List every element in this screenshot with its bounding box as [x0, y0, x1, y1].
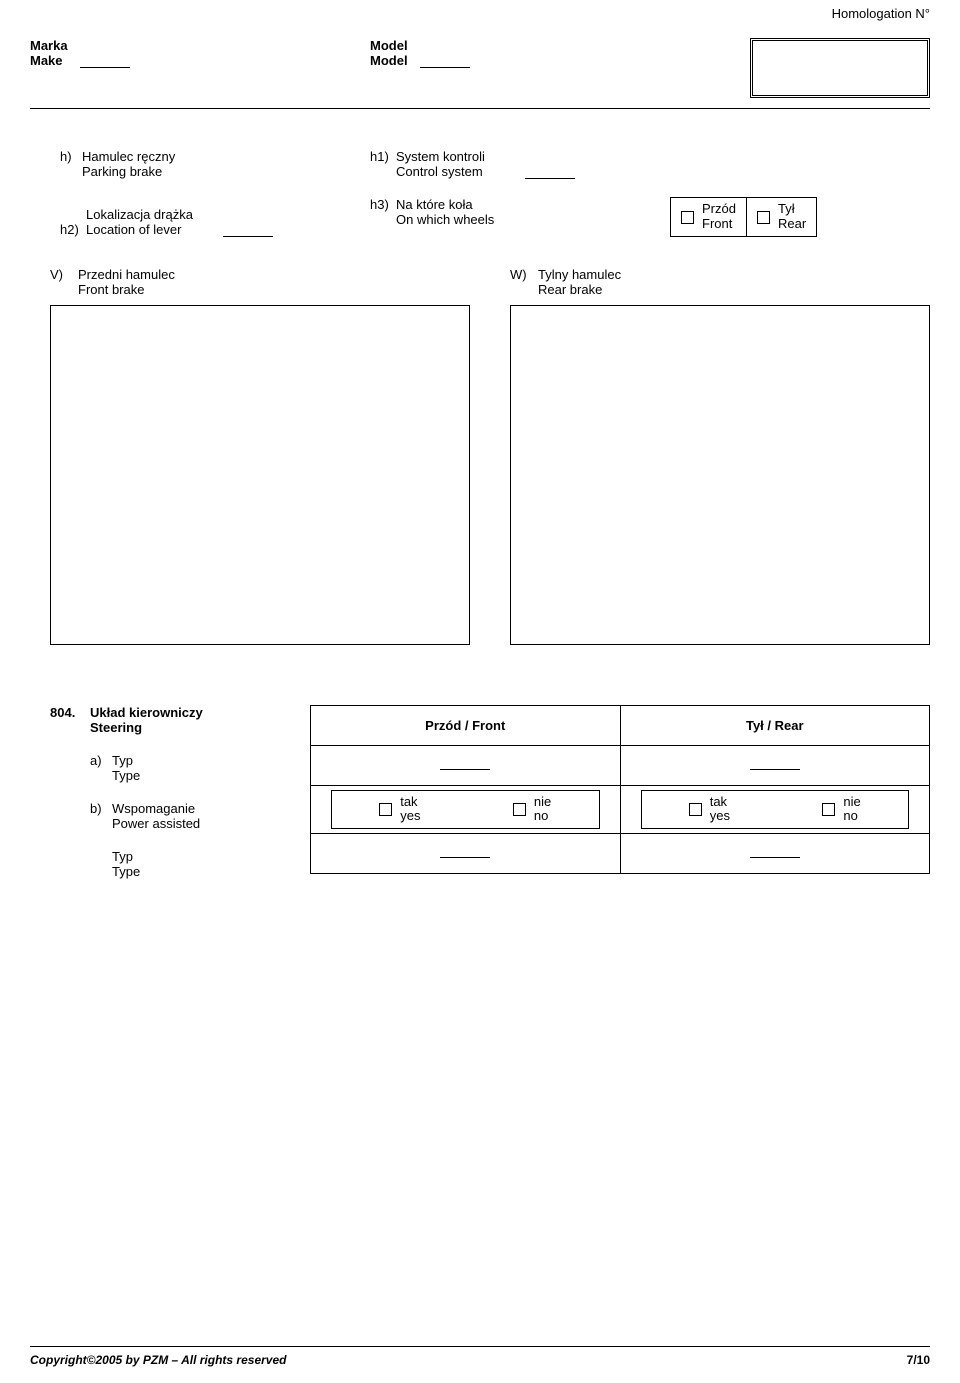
s804-b-en: Power assisted: [112, 816, 200, 831]
h3-front-option[interactable]: Przód Front: [670, 197, 747, 237]
s804-typ-pl: Typ: [112, 849, 140, 864]
s804-num: 804.: [50, 705, 90, 735]
make-label: Marka Make: [30, 38, 68, 68]
h3-label-en: On which wheels: [396, 212, 494, 227]
yes-pl: tak: [710, 795, 730, 809]
model-field[interactable]: [420, 56, 470, 68]
s804-a-tag: a): [90, 753, 112, 783]
v-label: Przedni hamulec Front brake: [78, 267, 175, 297]
s804-a-front-cell[interactable]: [311, 746, 621, 786]
s804-a-label: Typ Type: [112, 753, 140, 783]
s804-b-front-cell: takyes nieno: [311, 786, 621, 834]
h2-label: Lokalizacja drążka Location of lever: [86, 207, 193, 237]
checkbox-icon[interactable]: [513, 803, 526, 816]
no-en: no: [534, 809, 551, 823]
footer-pagenum: 7/10: [907, 1353, 930, 1367]
model-label: Model Model: [370, 38, 408, 68]
h1-label-pl: System kontroli: [396, 149, 485, 164]
s804-typ-tag: [90, 849, 112, 879]
s804-title: Układ kierowniczy Steering: [90, 705, 203, 735]
s804-title-pl: Układ kierowniczy: [90, 705, 203, 720]
no-en: no: [843, 809, 860, 823]
s804-b-tag: b): [90, 801, 112, 831]
s804-b-front-yes[interactable]: takyes: [379, 795, 420, 824]
v-label-pl: Przedni hamulec: [78, 267, 175, 282]
h2-field[interactable]: [223, 225, 273, 237]
make-field[interactable]: [80, 56, 130, 68]
h1-tag: h1): [370, 149, 396, 179]
h1-label: System kontroli Control system: [396, 149, 485, 179]
h3-label-pl: Na które koła: [396, 197, 494, 212]
s804-typ-front-cell[interactable]: [311, 833, 621, 873]
yes-en: yes: [400, 809, 420, 823]
homologation-label: Homologation N°: [832, 6, 930, 21]
make-label-pl: Marka: [30, 38, 68, 53]
w-label-pl: Tylny hamulec: [538, 267, 621, 282]
w-label: Tylny hamulec Rear brake: [538, 267, 621, 297]
s804-a-rear-cell[interactable]: [620, 746, 930, 786]
s804-a-pl: Typ: [112, 753, 140, 768]
h1-label-en: Control system: [396, 164, 485, 179]
front-brake-box[interactable]: [50, 305, 470, 645]
h2-label-pl: Lokalizacja drążka: [86, 207, 193, 222]
field-line[interactable]: [750, 760, 800, 770]
s804-a-en: Type: [112, 768, 140, 783]
make-label-en: Make: [30, 53, 68, 68]
w-label-en: Rear brake: [538, 282, 621, 297]
h-tag: h): [60, 149, 82, 179]
s804-front-header: Przód / Front: [311, 706, 621, 746]
h3-front-pl: Przód: [702, 202, 736, 217]
h1-field[interactable]: [525, 167, 575, 179]
field-line[interactable]: [440, 760, 490, 770]
checkbox-icon[interactable]: [379, 803, 392, 816]
s804-rear-header: Tył / Rear: [620, 706, 930, 746]
checkbox-icon[interactable]: [681, 211, 694, 224]
checkbox-icon[interactable]: [822, 803, 835, 816]
homologation-box[interactable]: [750, 38, 930, 98]
h3-front-en: Front: [702, 217, 736, 232]
w-tag: W): [510, 267, 538, 297]
s804-b-pl: Wspomaganie: [112, 801, 200, 816]
h3-tag: h3): [370, 197, 396, 237]
field-line[interactable]: [440, 848, 490, 858]
s804-b-label: Wspomaganie Power assisted: [112, 801, 200, 831]
h2-label-en: Location of lever: [86, 222, 193, 237]
s804-table: Przód / Front Tył / Rear takyes: [310, 705, 930, 874]
v-label-en: Front brake: [78, 282, 175, 297]
model-label-en: Model: [370, 53, 408, 68]
v-tag: V): [50, 267, 78, 297]
h2-tag: h2): [60, 222, 86, 237]
h-label-en: Parking brake: [82, 164, 175, 179]
checkbox-icon[interactable]: [689, 803, 702, 816]
checkbox-icon[interactable]: [757, 211, 770, 224]
model-label-pl: Model: [370, 38, 408, 53]
s804-typ-en: Type: [112, 864, 140, 879]
field-line[interactable]: [750, 848, 800, 858]
s804-typ-rear-cell[interactable]: [620, 833, 930, 873]
no-pl: nie: [534, 795, 551, 809]
s804-b-rear-no[interactable]: nieno: [822, 795, 860, 824]
s804-typ-label: Typ Type: [112, 849, 140, 879]
yes-en: yes: [710, 809, 730, 823]
rear-brake-box[interactable]: [510, 305, 930, 645]
no-pl: nie: [843, 795, 860, 809]
h-label: Hamulec ręczny Parking brake: [82, 149, 175, 179]
s804-b-rear-cell: takyes nieno: [620, 786, 930, 834]
h3-label: Na które koła On which wheels: [396, 197, 494, 237]
footer-copyright: Copyright©2005 by PZM – All rights reser…: [30, 1353, 286, 1367]
yes-pl: tak: [400, 795, 420, 809]
s804-title-en: Steering: [90, 720, 203, 735]
h3-rear-pl: Tył: [778, 202, 806, 217]
s804-b-front-no[interactable]: nieno: [513, 795, 551, 824]
s804-b-rear-yes[interactable]: takyes: [689, 795, 730, 824]
h3-rear-en: Rear: [778, 217, 806, 232]
h3-rear-option[interactable]: Tył Rear: [747, 197, 817, 237]
h-label-pl: Hamulec ręczny: [82, 149, 175, 164]
